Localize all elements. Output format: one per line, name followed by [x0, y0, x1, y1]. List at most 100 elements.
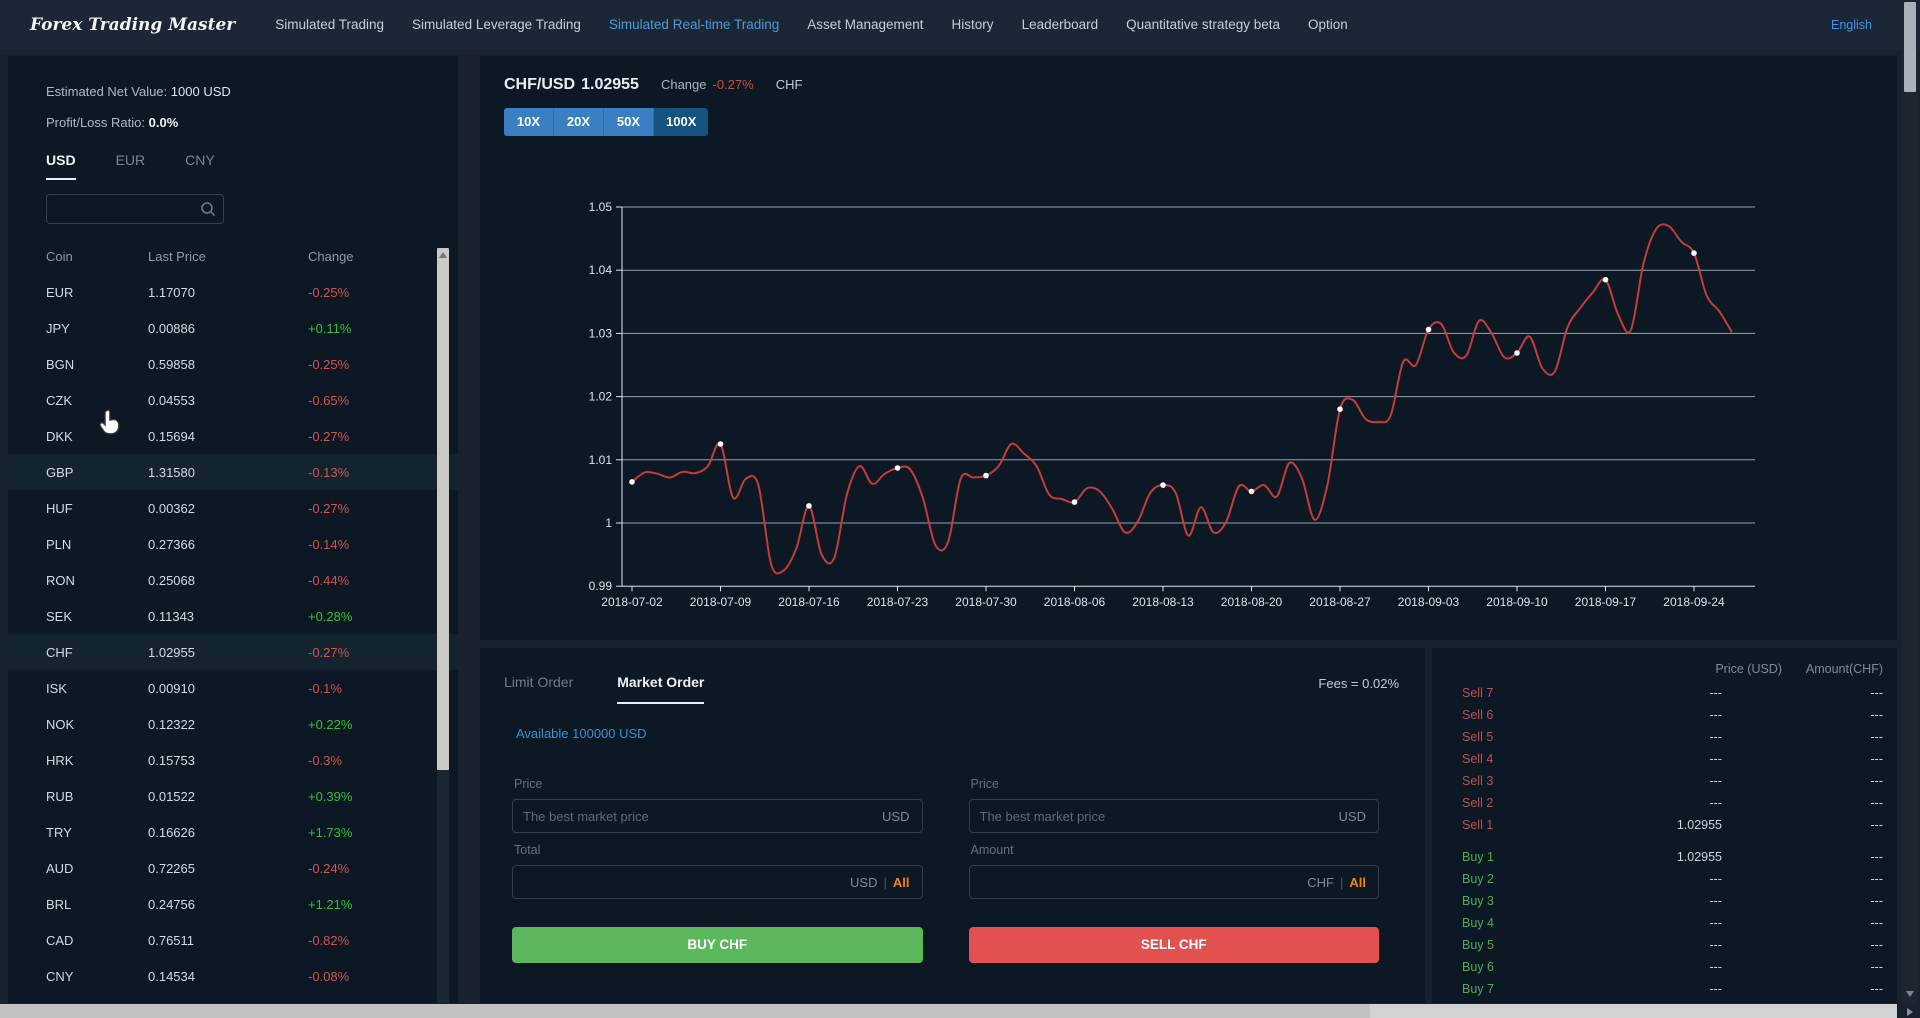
coin-row-chf[interactable]: CHF 1.02955 -0.27% — [8, 634, 458, 670]
coin-row-hrk[interactable]: HRK 0.15753 -0.3% — [8, 742, 458, 778]
leverage-button-10x[interactable]: 10X — [504, 108, 554, 136]
language-switch[interactable]: English — [1831, 18, 1872, 32]
order-book-row-sell-2[interactable]: Sell 2 --- --- — [1432, 792, 1897, 814]
order-book-row-sell-4[interactable]: Sell 4 --- --- — [1432, 748, 1897, 770]
coin-row-sek[interactable]: SEK 0.11343 +0.28% — [8, 598, 458, 634]
buy-all-button[interactable]: All — [892, 874, 910, 890]
coin-row-cad[interactable]: CAD 0.76511 -0.82% — [8, 922, 458, 958]
order-book-row-buy-3[interactable]: Buy 3 --- --- — [1432, 890, 1897, 912]
sidebar-scrollbar-thumb[interactable] — [437, 248, 449, 770]
buy-price-input[interactable] — [513, 808, 883, 824]
nav-item[interactable]: Asset Management — [807, 17, 924, 32]
buy-price-label: Price — [514, 777, 543, 791]
coin-change: -0.25% — [308, 356, 350, 372]
nav-item[interactable]: Simulated Real-time Trading — [608, 17, 780, 32]
sell-price-input[interactable] — [969, 808, 1339, 824]
svg-text:2018-08-27: 2018-08-27 — [1309, 595, 1371, 609]
horizontal-scrollbar[interactable] — [0, 1004, 1913, 1018]
order-book-row-buy-6[interactable]: Buy 6 --- --- — [1432, 956, 1897, 978]
order-book-row-buy-1[interactable]: Buy 1 1.02955 --- — [1432, 846, 1897, 868]
leverage-button-100x[interactable]: 100X — [654, 108, 709, 136]
order-book-row-buy-7[interactable]: Buy 7 --- --- — [1432, 978, 1897, 1000]
coin-row-isk[interactable]: ISK 0.00910 -0.1% — [8, 670, 458, 706]
coin-symbol: SEK — [46, 608, 73, 624]
price-chart[interactable]: 1.05 1.04 1.03 1.02 1.01 1 0.99 2018-07-02 2018-… — [480, 56, 1897, 640]
sell-all-button[interactable]: All — [1349, 874, 1366, 890]
scroll-right-arrow-icon[interactable] — [1907, 1008, 1913, 1016]
app-logo[interactable]: Forex Trading Master — [30, 15, 236, 35]
coin-row-pln[interactable]: PLN 0.27366 -0.14% — [8, 526, 458, 562]
order-book-panel: Price (USD) Amount(CHF) Sell 7 --- --- Sell… — [1432, 648, 1897, 1003]
order-amount: --- — [1870, 708, 1884, 722]
vertical-scrollbar-thumb[interactable] — [1904, 2, 1916, 92]
order-level-label: Buy 1 — [1462, 850, 1494, 864]
coin-row-gbp[interactable]: GBP 1.31580 -0.13% — [8, 454, 458, 490]
sell-amount-label: Amount — [970, 843, 1014, 857]
coin-last-price: 1.31580 — [148, 464, 195, 480]
order-level-label: Buy 6 — [1462, 960, 1494, 974]
coin-row-try[interactable]: TRY 0.16626 +1.73% — [8, 814, 458, 850]
order-book-row-buy-2[interactable]: Buy 2 --- --- — [1432, 868, 1897, 890]
currency-tab-cny[interactable]: CNY — [185, 152, 215, 168]
coin-row-bgn[interactable]: BGN 0.59858 -0.25% — [8, 346, 458, 382]
coin-change: -0.27% — [308, 500, 350, 516]
coin-symbol: EUR — [46, 284, 74, 300]
coin-row-czk[interactable]: CZK 0.04553 -0.65% — [8, 382, 458, 418]
nav-menu: Simulated Trading Simulated Leverage Trad… — [261, 0, 1362, 50]
coin-row-eur[interactable]: EUR 1.17070 -0.25% — [8, 274, 458, 310]
nav-item[interactable]: History — [951, 17, 994, 32]
svg-text:2018-08-06: 2018-08-06 — [1044, 595, 1106, 609]
order-book-row-sell-7[interactable]: Sell 7 --- --- — [1432, 682, 1897, 704]
coin-row-nok[interactable]: NOK 0.12322 +0.22% — [8, 706, 458, 742]
order-book-row-sell-5[interactable]: Sell 5 --- --- — [1432, 726, 1897, 748]
coin-change: -0.65% — [308, 392, 350, 408]
nav-item[interactable]: Option — [1307, 17, 1348, 32]
coin-last-price: 0.16626 — [148, 824, 195, 840]
coin-row-dkk[interactable]: DKK 0.15694 -0.27% — [8, 418, 458, 454]
sell-amount-input[interactable] — [969, 874, 1308, 890]
sell-amount-field: CHF | All — [968, 865, 1379, 899]
coin-row-aud[interactable]: AUD 0.72265 -0.24% — [8, 850, 458, 886]
sell-button[interactable]: SELL CHF — [968, 927, 1379, 963]
order-tab-market-order[interactable]: Market Order — [617, 674, 705, 704]
buy-total-input[interactable] — [513, 874, 851, 890]
vertical-scrollbar[interactable] — [1902, 0, 1918, 1003]
coin-change: -0.08% — [308, 968, 350, 984]
sell-form: Price USD Amount CHF | All SELL CHF — [968, 767, 1379, 963]
leverage-button-20x[interactable]: 20X — [554, 108, 604, 136]
coin-row-cny[interactable]: CNY 0.14534 -0.08% — [8, 958, 458, 994]
order-book-row-sell-3[interactable]: Sell 3 --- --- — [1432, 770, 1897, 792]
sell-orders: Sell 7 --- --- Sell 6 --- --- Sell 5 --- --- Sell… — [1432, 682, 1897, 836]
currency-tabs: USD EUR CNY — [8, 152, 458, 180]
coin-row-rub[interactable]: RUB 0.01522 +0.39% — [8, 778, 458, 814]
nav-item[interactable]: Simulated Leverage Trading — [412, 17, 581, 32]
nav-item[interactable]: Simulated Trading — [275, 17, 385, 32]
coin-row-brl[interactable]: BRL 0.24756 +1.21% — [8, 886, 458, 922]
divider: | — [1339, 874, 1344, 890]
coin-symbol: RON — [46, 572, 75, 588]
leverage-button-50x[interactable]: 50X — [604, 108, 654, 136]
horizontal-scrollbar-thumb[interactable] — [0, 1004, 1370, 1018]
scroll-down-arrow-icon[interactable] — [1906, 991, 1914, 997]
order-book-row-buy-4[interactable]: Buy 4 --- --- — [1432, 912, 1897, 934]
coin-row-jpy[interactable]: JPY 0.00886 +0.11% — [8, 310, 458, 346]
order-price: --- — [1709, 730, 1723, 744]
sidebar-scrollbar[interactable] — [437, 248, 449, 1003]
order-book-row-sell-6[interactable]: Sell 6 --- --- — [1432, 704, 1897, 726]
order-amount: --- — [1870, 850, 1884, 864]
order-level-label: Buy 2 — [1462, 872, 1494, 886]
currency-tab-usd[interactable]: USD — [46, 152, 76, 180]
scroll-up-arrow-icon[interactable] — [439, 252, 447, 258]
coin-row-ron[interactable]: RON 0.25068 -0.44% — [8, 562, 458, 598]
buy-button[interactable]: BUY CHF — [512, 927, 923, 963]
coin-rows: EUR 1.17070 -0.25% JPY 0.00886 +0.11% BGN 0.598… — [8, 274, 458, 994]
coin-row-huf[interactable]: HUF 0.00362 -0.27% — [8, 490, 458, 526]
nav-item[interactable]: Leaderboard — [1021, 17, 1099, 32]
coin-last-price: 0.24756 — [148, 896, 195, 912]
currency-tab-eur[interactable]: EUR — [115, 152, 146, 168]
order-tab-limit-order[interactable]: Limit Order — [504, 674, 574, 690]
order-book-row-sell-1[interactable]: Sell 1 1.02955 --- — [1432, 814, 1897, 836]
order-book-row-buy-5[interactable]: Buy 5 --- --- — [1432, 934, 1897, 956]
search-input[interactable] — [46, 194, 224, 224]
nav-item[interactable]: Quantitative strategy beta — [1126, 17, 1280, 32]
